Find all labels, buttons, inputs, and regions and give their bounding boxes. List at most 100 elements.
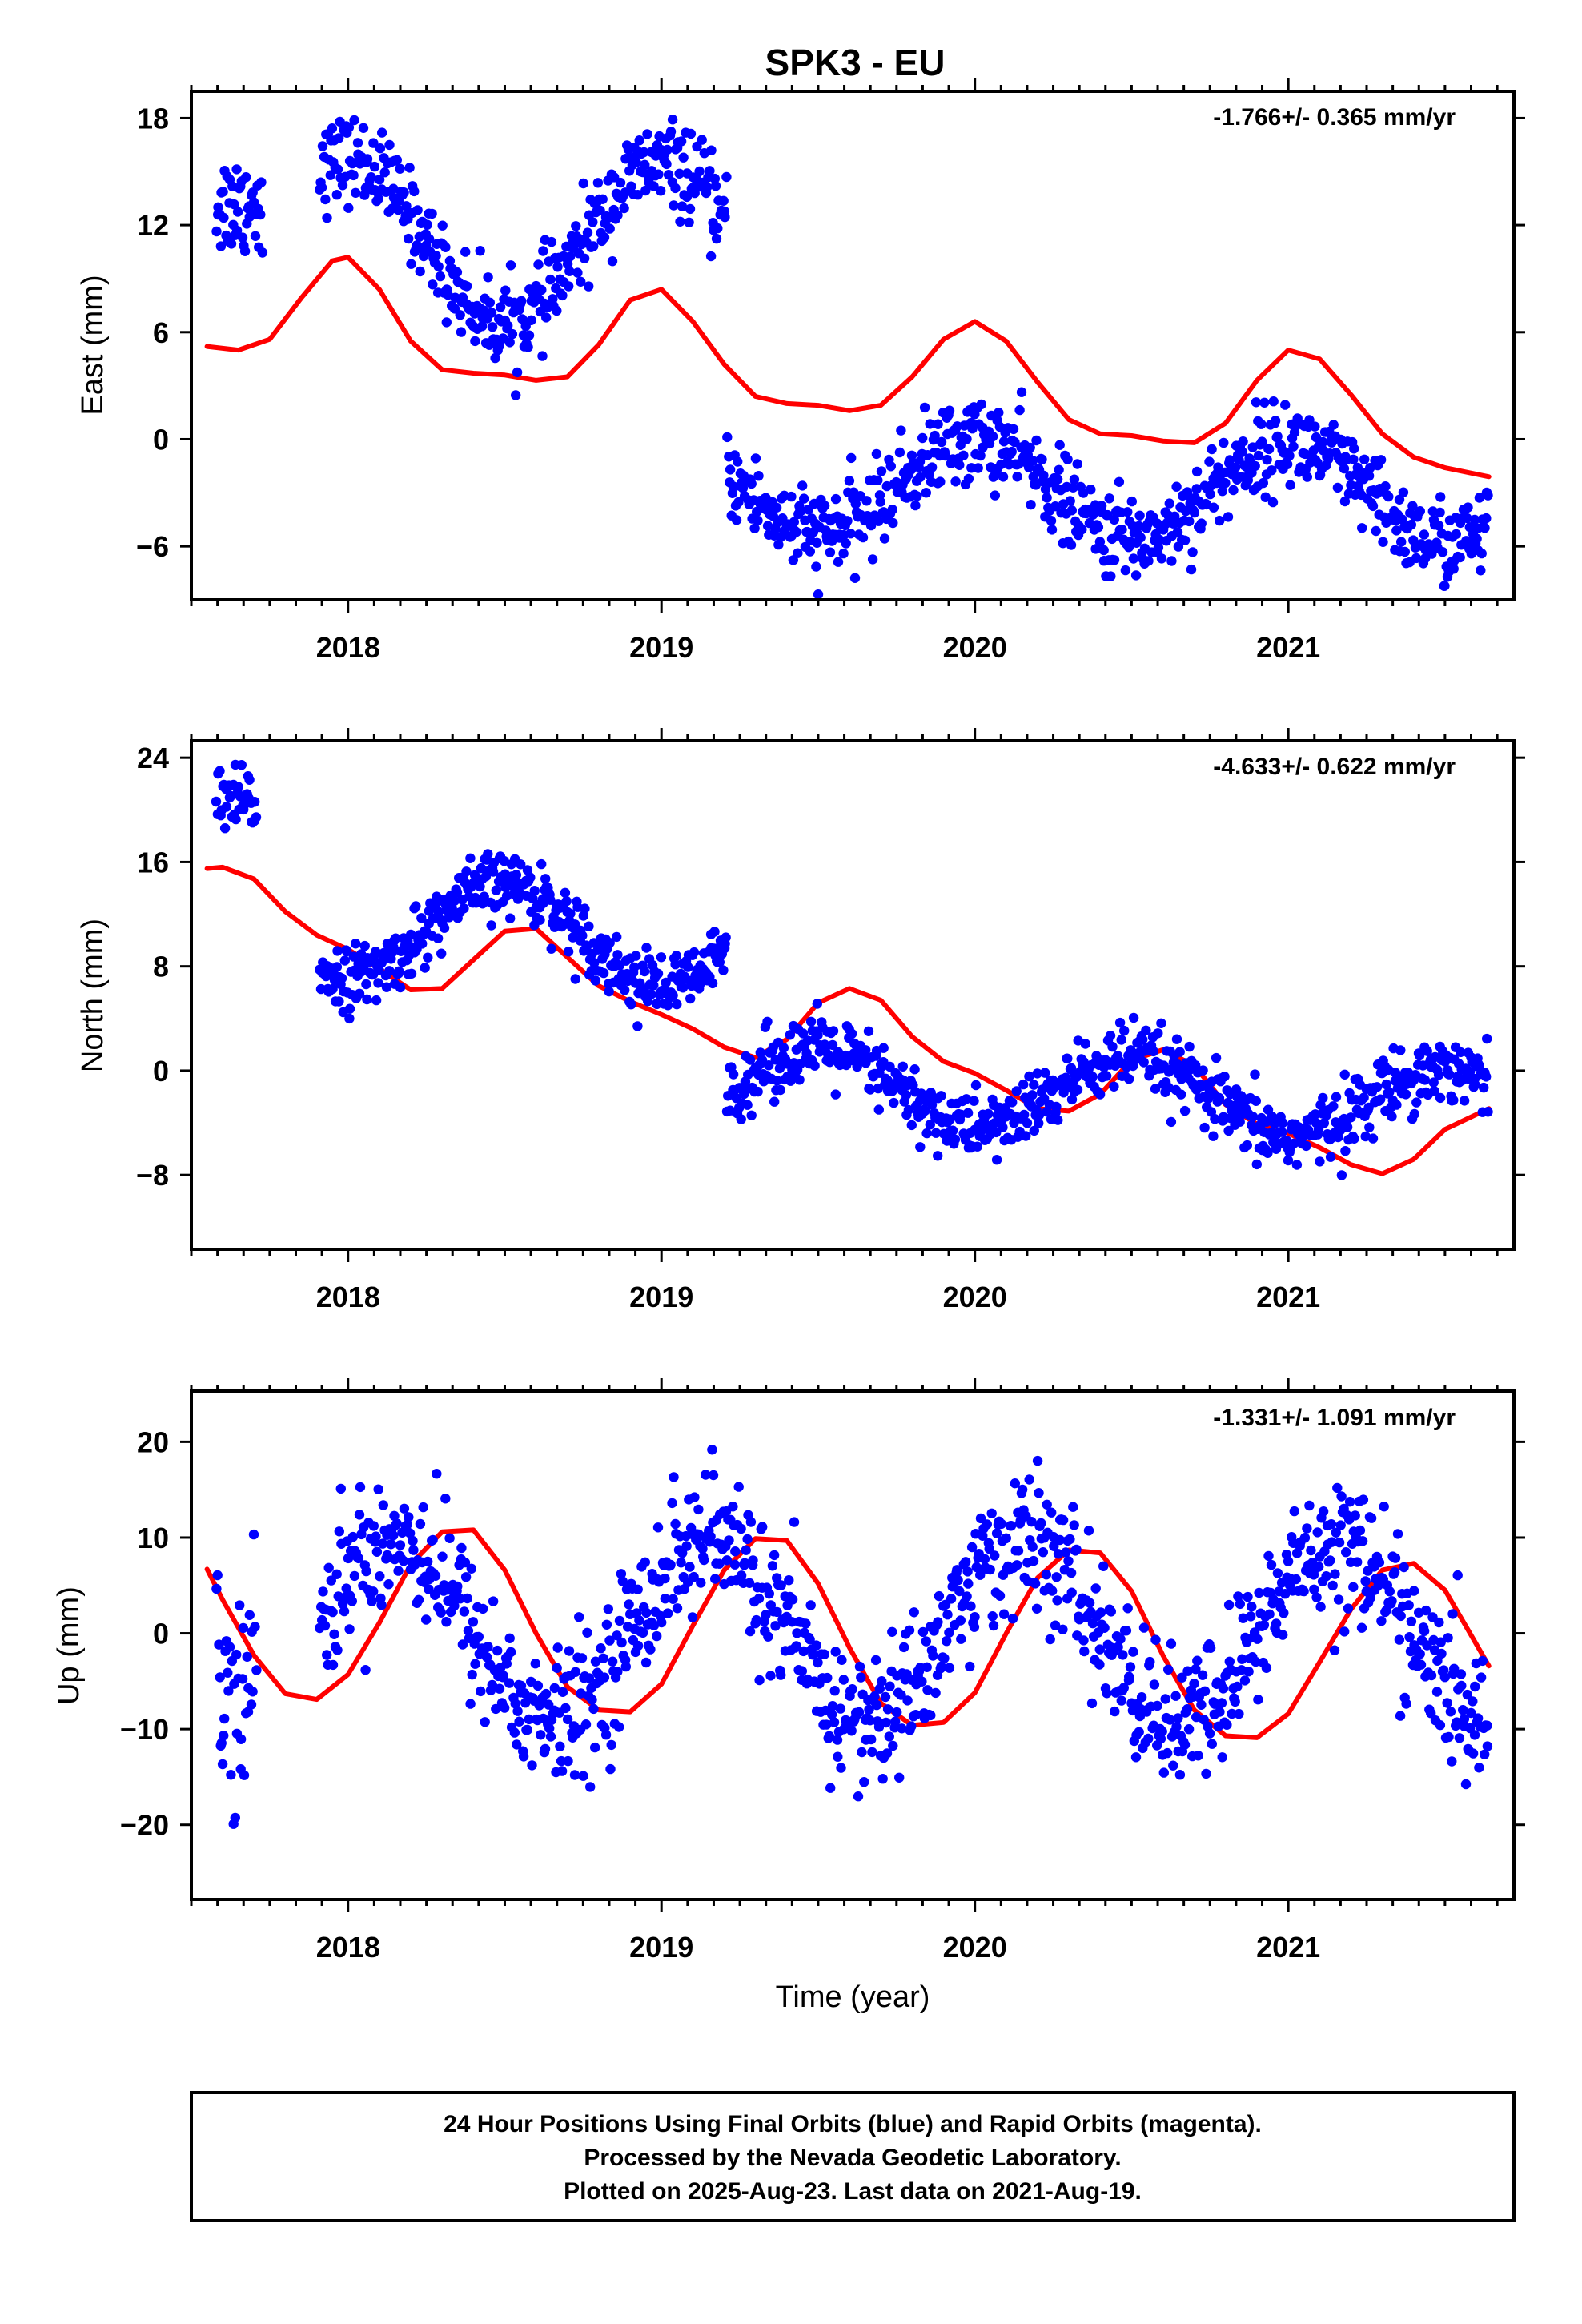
up-data-point — [1415, 1649, 1425, 1659]
up-data-point — [569, 1770, 580, 1780]
east-data-point — [1480, 523, 1490, 533]
north-data-point — [1315, 1156, 1325, 1167]
up-data-point — [1426, 1670, 1437, 1681]
east-data-point — [1109, 514, 1120, 525]
east-data-point — [1439, 581, 1450, 591]
east-data-point — [976, 399, 987, 410]
y-tick-label: 0 — [153, 423, 169, 456]
north-data-point — [897, 1061, 909, 1072]
east-data-point — [1208, 502, 1219, 513]
east-data-point — [343, 203, 354, 213]
east-data-point — [873, 516, 884, 526]
north-data-point — [371, 995, 382, 1006]
north-data-point — [381, 982, 392, 992]
north-data-point — [589, 958, 600, 968]
east-data-point — [975, 450, 986, 461]
north-data-point — [1235, 1116, 1245, 1127]
up-data-point — [813, 1657, 823, 1668]
east-data-point — [994, 408, 1004, 418]
north-data-point — [1087, 1072, 1098, 1082]
east-data-point — [352, 138, 363, 148]
north-data-point — [909, 1064, 920, 1075]
east-data-point — [1346, 480, 1356, 490]
north-data-point — [1150, 1084, 1161, 1094]
x-tick-label: 2021 — [1256, 1931, 1320, 1964]
up-data-point — [1224, 1656, 1235, 1667]
up-data-point — [456, 1542, 467, 1554]
north-data-point — [833, 1047, 844, 1058]
east-data-point — [1086, 485, 1096, 495]
east-data-point — [484, 297, 495, 308]
east-data-point — [697, 135, 707, 145]
east-model-layer — [204, 255, 1492, 480]
east-data-point — [841, 538, 851, 549]
east-data-point — [1476, 548, 1487, 559]
up-data-point — [871, 1699, 882, 1711]
north-data-point — [1034, 1118, 1044, 1128]
up-data-point — [1163, 1664, 1174, 1675]
east-data-point — [731, 515, 742, 525]
up-data-point — [1110, 1706, 1120, 1717]
north-data-point — [612, 931, 622, 943]
east-data-point — [665, 127, 677, 137]
up-data-point — [681, 1541, 692, 1551]
up-data-point — [545, 1731, 556, 1742]
north-plot-frame — [190, 739, 1516, 1251]
up-data-point — [1439, 1672, 1451, 1683]
east-data-point — [954, 460, 965, 470]
east-data-point — [811, 561, 821, 572]
up-data-point — [742, 1534, 753, 1545]
up-data-point — [1374, 1557, 1385, 1568]
east-data-point — [384, 139, 395, 151]
east-data-point — [1259, 397, 1270, 408]
north-data-point — [728, 1069, 739, 1080]
up-data-point — [226, 1770, 236, 1780]
up-data-point — [465, 1699, 476, 1709]
east-rate-label: -1.766+/- 0.365 mm/yr — [1213, 104, 1456, 131]
up-data-point — [1066, 1587, 1077, 1598]
east-data-point — [504, 337, 515, 348]
up-data-point — [1118, 1650, 1128, 1660]
east-data-point — [1375, 455, 1387, 465]
north-data-point — [1242, 1140, 1253, 1151]
up-data-point — [1191, 1664, 1201, 1675]
east-data-point — [1054, 440, 1065, 450]
east-data-point — [1272, 431, 1283, 442]
up-data-point — [1435, 1720, 1446, 1731]
up-data-point — [1456, 1680, 1467, 1691]
east-data-point — [412, 240, 422, 251]
up-data-point — [1326, 1519, 1337, 1530]
east-data-point — [1472, 533, 1482, 544]
up-data-point — [1199, 1686, 1211, 1696]
north-data-point — [1360, 1131, 1371, 1142]
up-data-point — [1259, 1620, 1270, 1630]
up-data-point — [1006, 1521, 1017, 1531]
up-data-point — [335, 1483, 346, 1494]
east-data-point — [849, 573, 861, 583]
north-data-point — [828, 1026, 839, 1036]
north-data-point — [432, 933, 444, 943]
up-data-point — [1459, 1714, 1470, 1724]
up-data-point — [944, 1627, 954, 1638]
north-data-point — [354, 988, 365, 999]
up-data-point — [975, 1570, 986, 1580]
north-data-point — [1319, 1118, 1330, 1128]
east-data-point — [1072, 459, 1082, 469]
north-data-point — [236, 760, 247, 770]
up-data-point — [371, 1531, 381, 1542]
north-data-point — [970, 1080, 982, 1091]
east-data-point — [479, 305, 489, 316]
up-data-point — [1445, 1707, 1456, 1717]
up-data-point — [751, 1614, 761, 1626]
east-data-point — [564, 251, 576, 262]
up-data-point — [223, 1667, 233, 1678]
east-data-point — [552, 305, 562, 316]
up-data-point — [857, 1747, 867, 1758]
east-data-point — [1186, 564, 1197, 575]
east-data-point — [737, 483, 749, 493]
up-data-point — [1271, 1618, 1282, 1629]
north-data-point — [1051, 1101, 1062, 1112]
up-data-point — [1312, 1527, 1323, 1538]
up-model-layer — [204, 1527, 1492, 1740]
east-data-point — [512, 367, 523, 378]
